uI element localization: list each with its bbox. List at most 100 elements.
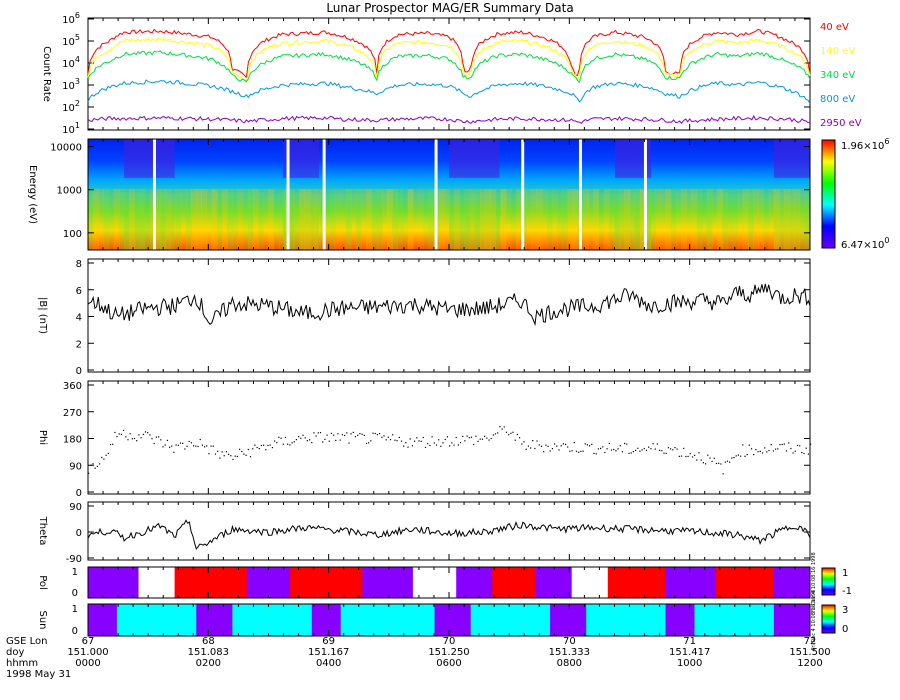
phi-point: [643, 447, 645, 450]
phi-point: [398, 436, 400, 438]
phi-point: [324, 438, 326, 440]
phi-point: [689, 453, 691, 455]
spectrogram-column: [464, 188, 471, 250]
spectrogram-wake-4: [773, 139, 810, 178]
b-magnitude-line: [87, 283, 811, 327]
spectrogram-column: [449, 188, 455, 250]
phi-point: [796, 444, 799, 446]
phi-point: [444, 438, 446, 441]
phi-point: [274, 440, 276, 442]
phi-point: [624, 442, 626, 445]
phi-point: [125, 436, 127, 438]
phi-point: [473, 443, 475, 446]
spectrogram-column: [758, 188, 765, 250]
phi-point: [578, 451, 580, 453]
x-tick-doy: 151.083: [188, 647, 229, 658]
phi-point: [610, 449, 613, 451]
phi-point: [777, 448, 779, 450]
legend-entry-1: 140 eV: [820, 46, 855, 57]
phi-point: [171, 445, 173, 447]
spectrogram-column: [779, 188, 785, 250]
phi-point: [527, 445, 529, 447]
phi-point: [214, 453, 217, 455]
phi-point: [720, 463, 722, 465]
energy-colorbar: [821, 139, 836, 249]
polarity-colorbar-max: 1: [842, 568, 848, 579]
spectrogram-column: [263, 188, 269, 250]
phi-point: [613, 448, 615, 451]
phi-point: [341, 434, 343, 436]
spectrogram-column: [309, 188, 316, 250]
polarity-segment-0: [88, 567, 139, 598]
phi-point: [593, 452, 595, 454]
phi-point: [691, 456, 694, 458]
phi-point: [144, 431, 147, 433]
sun-segment-1: [116, 604, 197, 636]
phi-point: [648, 446, 650, 448]
spectrogram-column: [289, 188, 295, 250]
phi-point: [287, 443, 289, 445]
x-tick-hhmm: 0000: [75, 658, 100, 669]
phi-point: [114, 431, 116, 434]
phi-point: [608, 442, 610, 445]
phi-point: [234, 455, 236, 457]
phi-point: [337, 433, 339, 435]
phi-point: [123, 429, 125, 431]
phi-point: [715, 462, 718, 465]
phi-point: [446, 436, 448, 438]
theta-line: [87, 519, 811, 550]
spectrogram-column: [479, 188, 486, 250]
phi-point: [779, 444, 781, 446]
spectrogram-column: [222, 188, 228, 250]
phi-point: [494, 433, 497, 435]
phi-point: [685, 455, 687, 458]
phi-point: [569, 450, 571, 452]
phi-point: [560, 445, 562, 447]
phi-point: [322, 441, 324, 443]
phi-point: [562, 443, 564, 445]
phi-point: [600, 447, 602, 449]
phi-point: [155, 436, 157, 438]
phi-point: [258, 448, 260, 450]
phi-point: [519, 437, 521, 439]
phi-point: [208, 453, 210, 455]
phi-point: [709, 457, 711, 459]
sun-tick-label: 0: [72, 626, 78, 637]
sun-segment-11: [694, 604, 775, 636]
phi-point: [713, 457, 715, 459]
spectrogram-column: [129, 188, 135, 250]
phi-point: [188, 440, 190, 443]
spectrogram-column: [608, 188, 615, 250]
phi-tick-label: 360: [63, 381, 82, 392]
phi-point: [88, 472, 90, 474]
theta-tick-label: 0: [76, 528, 82, 539]
phi-point: [705, 463, 707, 465]
spectrogram-gap-1: [286, 139, 290, 250]
phi-point: [615, 450, 617, 452]
phi-point: [245, 454, 247, 456]
phi-point: [206, 445, 208, 447]
phi-point: [652, 443, 654, 445]
phi-point: [335, 439, 337, 441]
spectrogram-wake-low-2: [449, 205, 500, 250]
x-tick-gse-lon: 68: [202, 636, 215, 647]
phi-point: [475, 435, 477, 437]
phi-point: [466, 435, 468, 437]
phi-point: [718, 462, 720, 464]
phi-point: [663, 452, 665, 454]
phi-point: [361, 433, 363, 435]
theta-tick-label: 90: [69, 502, 82, 513]
sun-colorbar-max: 3: [842, 605, 848, 616]
spectrogram-column: [423, 188, 429, 250]
spectrogram-column: [531, 188, 538, 250]
phi-point: [645, 449, 648, 451]
phi-point: [761, 452, 764, 454]
polarity-segment-5: [362, 567, 414, 598]
legend-entry-2: 340 eV: [820, 70, 855, 81]
spectrogram-column: [624, 188, 630, 250]
x-tick-doy: 151.417: [669, 647, 710, 658]
phi-point: [269, 444, 271, 446]
phi-point: [127, 439, 129, 441]
phi-point: [687, 455, 689, 457]
spectrogram-column: [686, 188, 692, 250]
